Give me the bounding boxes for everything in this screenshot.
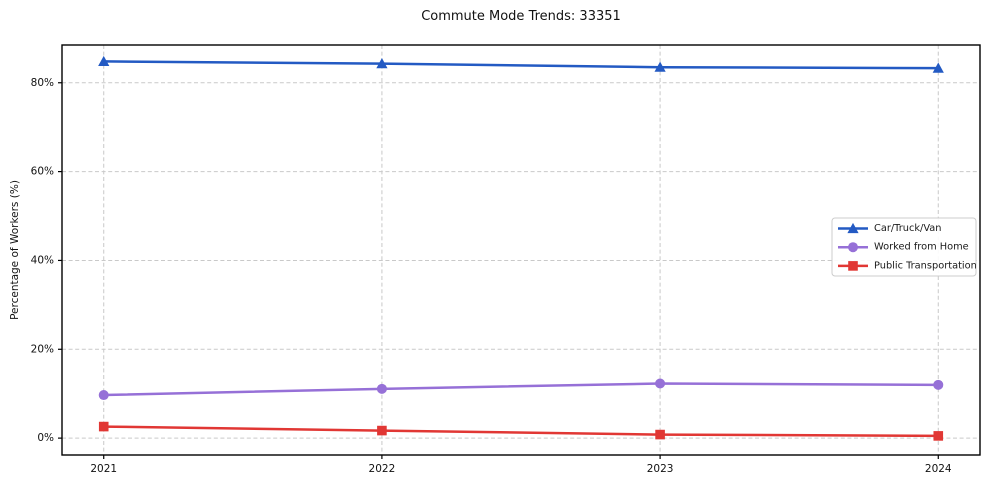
- legend-label: Public Transportation: [874, 260, 977, 271]
- y-tick-label: 0%: [37, 432, 54, 444]
- y-tick-label: 20%: [31, 343, 54, 355]
- gridlines: [62, 45, 980, 455]
- x-tick-label: 2024: [925, 463, 952, 475]
- y-tick-label: 80%: [31, 77, 54, 89]
- axes: 0% 20% 40% 60% 80% 2021 2022 2023 2024: [31, 44, 981, 475]
- square-markers: [98, 421, 944, 441]
- series-worked-from-home: [98, 378, 944, 401]
- triangle-markers: [98, 55, 944, 73]
- x-tick-label: 2021: [90, 463, 117, 475]
- circle-markers: [98, 378, 944, 401]
- plot-border: [61, 44, 981, 456]
- series-car-truck-van: [98, 55, 944, 73]
- y-tick-label: 40%: [31, 254, 54, 266]
- chart-title: Commute Mode Trends: 33351: [421, 9, 621, 24]
- x-tick-label: 2023: [647, 463, 674, 475]
- y-tick-label: 60%: [31, 166, 54, 178]
- legend-entry-car-truck-van: Car/Truck/Van: [838, 222, 941, 234]
- legend-label: Worked from Home: [874, 242, 969, 253]
- legend-entry-public-transportation: Public Transportation: [838, 260, 977, 271]
- legend-label: Car/Truck/Van: [874, 223, 941, 234]
- legend-entry-worked-from-home: Worked from Home: [838, 242, 969, 253]
- legend-frame: [831, 217, 977, 277]
- series-public-transportation: [98, 421, 944, 441]
- legend: Car/Truck/Van Worked from Home Public Tran…: [831, 217, 977, 277]
- x-tick-label: 2022: [369, 463, 396, 475]
